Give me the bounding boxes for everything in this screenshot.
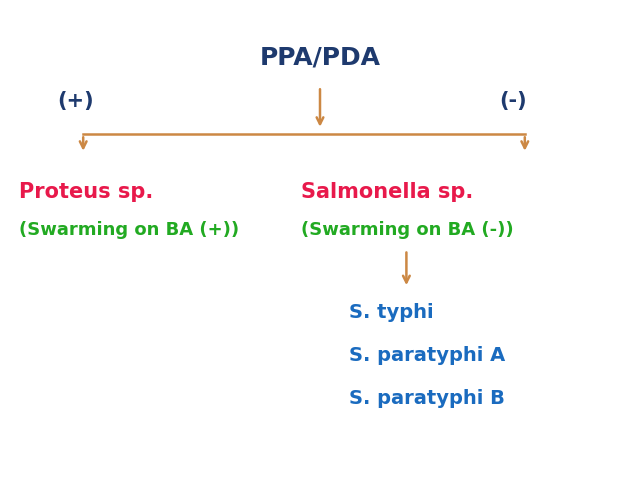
Text: (-): (-) <box>499 91 527 111</box>
Text: S. paratyphi B: S. paratyphi B <box>349 389 505 408</box>
Text: (Swarming on BA (+)): (Swarming on BA (+)) <box>19 221 239 240</box>
Text: (+): (+) <box>58 91 94 111</box>
Text: Salmonella sp.: Salmonella sp. <box>301 182 473 202</box>
Text: Proteus sp.: Proteus sp. <box>19 182 154 202</box>
Text: (Swarming on BA (-)): (Swarming on BA (-)) <box>301 221 513 240</box>
Text: S. paratyphi A: S. paratyphi A <box>349 346 505 365</box>
Text: PPA/PDA: PPA/PDA <box>259 46 381 70</box>
Text: S. typhi: S. typhi <box>349 302 433 322</box>
